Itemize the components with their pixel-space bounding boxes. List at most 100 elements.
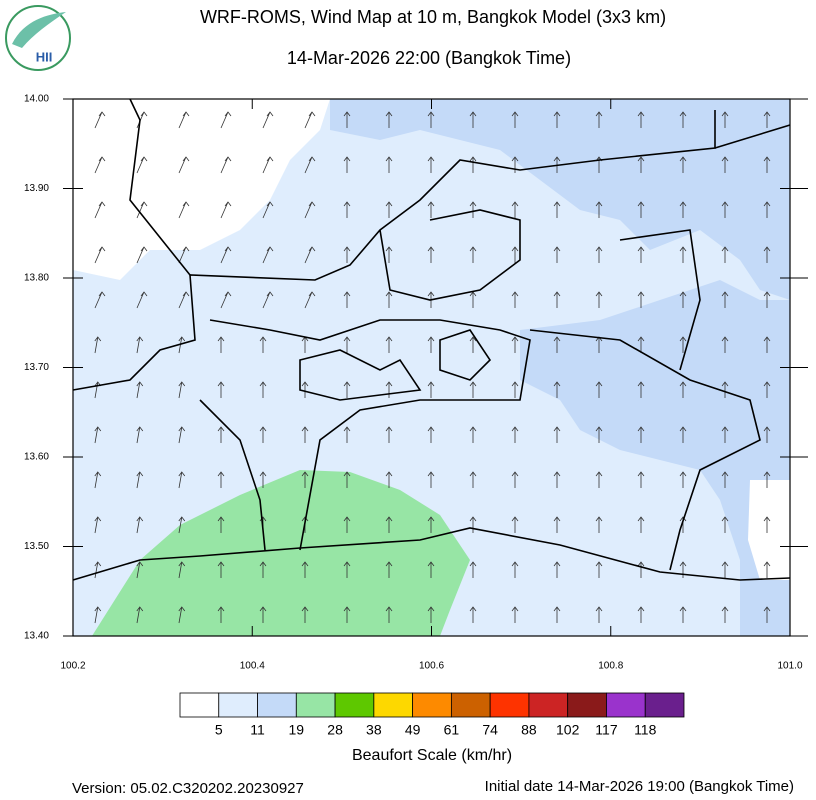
wind-arrow <box>469 111 477 128</box>
wind-arrow <box>304 201 316 219</box>
wind-arrow <box>343 291 351 308</box>
wind-arrow <box>178 246 190 264</box>
colorbar-label: 11 <box>250 722 265 738</box>
wind-arrow <box>511 561 519 578</box>
wind-arrow <box>136 291 148 309</box>
wind-arrow <box>511 381 519 398</box>
wind-arrow <box>721 516 729 533</box>
wind-arrow <box>385 606 393 623</box>
wind-arrow <box>469 561 477 578</box>
colorbar-box <box>412 692 452 718</box>
wind-arrow <box>637 561 645 578</box>
wind-arrow <box>178 471 186 489</box>
wind-arrow <box>343 156 351 173</box>
wind-arrow <box>763 111 771 128</box>
wind-arrow <box>385 201 393 218</box>
wind-arrow <box>217 561 225 578</box>
x-tick-label: 100.2 <box>60 661 85 672</box>
colorbar-box <box>567 692 607 718</box>
wind-arrow <box>595 471 603 488</box>
colorbar-label: 61 <box>444 722 460 738</box>
wind-arrow <box>763 201 771 218</box>
wind-arrow <box>304 291 316 309</box>
wind-arrow <box>94 516 102 534</box>
wind-arrow <box>721 156 729 173</box>
wind-arrow <box>763 606 771 623</box>
wind-arrow <box>595 516 603 533</box>
wind-arrow <box>94 336 102 354</box>
wind-arrow <box>553 426 561 443</box>
wind-arrow <box>679 381 687 398</box>
colorbar-title: Beaufort Scale (km/hr) <box>352 747 512 764</box>
wind-arrow <box>136 606 144 624</box>
wind-arrow <box>679 156 687 173</box>
axes: 100.2 100.4 100.6 100.8 101.0 13.40 13.50 13.60… <box>24 94 808 672</box>
province-boundary <box>619 229 701 371</box>
wind-arrow <box>136 156 148 174</box>
colorbar-label: 102 <box>556 722 580 738</box>
y-tick-label: 13.50 <box>24 541 49 552</box>
wind-arrow <box>385 516 393 533</box>
colorbar: 5 11 19 28 38 49 61 74 88 102 117 118 <box>179 692 685 738</box>
wind-arrow <box>595 381 603 398</box>
wind-arrow <box>262 111 274 129</box>
wind-arrow <box>94 111 106 129</box>
wind-arrow <box>553 111 561 128</box>
wind-arrow <box>553 336 561 353</box>
wind-arrow <box>262 246 274 264</box>
wind-arrow <box>217 426 225 443</box>
wind-arrow <box>304 111 316 129</box>
wind-arrow <box>217 606 225 623</box>
wind-arrow <box>343 561 351 578</box>
wind-arrow <box>679 201 687 218</box>
wind-arrow <box>763 291 771 308</box>
wind-arrow <box>343 246 351 263</box>
colorbar-box <box>644 692 685 718</box>
wind-arrow <box>343 111 351 128</box>
wind-arrow <box>262 201 274 219</box>
wind-arrow <box>469 471 477 488</box>
wind-fill-green <box>92 470 470 636</box>
wind-arrow <box>679 246 687 263</box>
colorbar-label: 74 <box>482 722 498 738</box>
wind-arrow <box>259 336 267 353</box>
map-title: WRF-ROMS, Wind Map at 10 m, Bangkok Mode… <box>200 7 666 27</box>
wind-arrow <box>595 291 603 308</box>
wind-arrow <box>136 246 148 264</box>
wind-arrow <box>679 561 687 578</box>
wind-arrow <box>469 426 477 443</box>
wind-arrow <box>178 561 186 579</box>
wind-arrow <box>259 381 267 398</box>
wind-arrow <box>763 246 771 263</box>
wind-arrow <box>679 111 687 128</box>
colorbar-box <box>606 692 646 718</box>
wind-arrow <box>469 606 477 623</box>
district-boundary <box>379 209 521 301</box>
wind-arrow <box>94 426 102 444</box>
coastline <box>72 527 791 581</box>
wind-arrow <box>469 156 477 173</box>
wind-arrow <box>679 291 687 308</box>
wind-arrow <box>94 471 102 489</box>
wind-arrow <box>385 426 393 443</box>
wind-arrow <box>511 606 519 623</box>
wind-arrow <box>721 426 729 443</box>
wind-arrow <box>427 561 435 578</box>
x-tick-label: 100.8 <box>598 661 623 672</box>
wind-arrow <box>763 471 771 488</box>
wind-arrow <box>385 336 393 353</box>
colorbar-label: 88 <box>521 722 537 738</box>
wind-arrow <box>469 381 477 398</box>
wind-arrow <box>136 201 148 219</box>
colorbar-box <box>373 692 414 718</box>
wind-arrow <box>763 156 771 173</box>
wind-arrow <box>220 246 232 264</box>
x-tick-label: 101.0 <box>777 661 802 672</box>
wind-arrows <box>94 111 771 624</box>
province-boundary <box>72 110 716 391</box>
logo-ring <box>5 5 71 71</box>
wind-arrow <box>637 291 645 308</box>
wind-arrow <box>721 246 729 263</box>
colorbar-label: 28 <box>327 722 343 738</box>
wind-arrow <box>385 381 393 398</box>
